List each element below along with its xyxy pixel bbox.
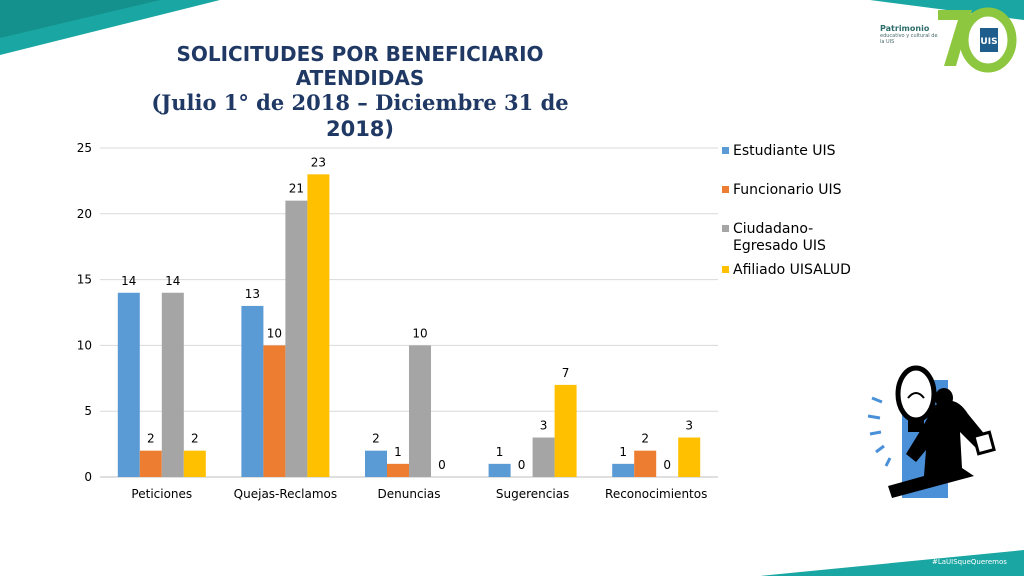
bar-sugerencias-1 xyxy=(488,463,511,477)
bar-peticiones-1 xyxy=(117,292,140,477)
bars xyxy=(117,174,701,477)
bar-reconocimientos-4 xyxy=(678,437,701,477)
legend-swatch xyxy=(722,266,729,273)
data-label: 14 xyxy=(165,274,180,288)
legend-label: Estudiante UIS xyxy=(733,143,836,159)
y-tick-label: 10 xyxy=(77,338,92,352)
chart-title-block: SOLICITUDES POR BENEFICIARIO ATENDIDAS (… xyxy=(150,42,570,142)
data-label: 3 xyxy=(540,419,548,433)
legend-label: Egresado UIS xyxy=(733,238,826,254)
y-tick-label: 25 xyxy=(77,141,92,155)
data-label: 0 xyxy=(518,458,526,472)
legend-swatch xyxy=(722,225,729,232)
data-label: 23 xyxy=(311,155,326,169)
x-tick-label: Peticiones xyxy=(131,487,192,501)
footer-decoration xyxy=(760,550,1024,576)
data-label: 21 xyxy=(289,182,304,196)
data-label: 1 xyxy=(394,445,402,459)
x-axis-ticks: Peticiones Quejas-Reclamos Denuncias Sugere… xyxy=(131,487,707,501)
data-label: 10 xyxy=(412,326,427,340)
legend-label: Ciudadano- xyxy=(733,221,813,237)
bar-sugerencias-3 xyxy=(532,437,555,477)
data-label: 7 xyxy=(562,366,570,380)
bar-peticiones-4 xyxy=(183,450,206,477)
chart-title: SOLICITUDES POR BENEFICIARIO ATENDIDAS xyxy=(176,42,544,90)
bar-peticiones-2 xyxy=(139,450,162,477)
y-tick-label: 5 xyxy=(84,404,92,418)
bar-quejas-reclamos-4 xyxy=(307,174,330,477)
uis-70-logo: UIS Patrimonio educativo y cultural de l… xyxy=(876,4,1022,74)
legend-swatch xyxy=(722,147,729,154)
svg-text:UIS: UIS xyxy=(980,37,997,47)
y-tick-label: 20 xyxy=(77,207,92,221)
data-label: 10 xyxy=(267,326,282,340)
bar-peticiones-3 xyxy=(161,292,184,477)
logo-sub: educativo y cultural de la UIS xyxy=(880,33,938,45)
bar-reconocimientos-1 xyxy=(612,463,635,477)
data-label: 2 xyxy=(641,432,649,446)
logo-word: Patrimonio xyxy=(880,24,930,33)
legend-swatch xyxy=(722,186,729,193)
bar-denuncias-1 xyxy=(365,450,387,477)
data-label: 14 xyxy=(121,274,136,288)
chart-subtitle-line1: (Julio 1° de 2018 – Diciembre 31 de xyxy=(151,90,569,115)
bar-denuncias-3 xyxy=(409,345,431,477)
data-label: 0 xyxy=(663,458,671,472)
x-tick-label: Quejas-Reclamos xyxy=(234,487,337,501)
lightbulb-man-icon xyxy=(867,365,996,498)
data-label: 2 xyxy=(147,432,155,446)
logo-graphic: UIS xyxy=(938,7,1017,73)
y-axis-ticks: 0 5 10 15 20 25 xyxy=(77,141,92,484)
bar-quejas-reclamos-2 xyxy=(263,345,286,477)
legend-label: Afiliado UISALUD xyxy=(733,262,851,278)
legend-label: Funcionario UIS xyxy=(733,182,842,198)
chart-subtitle-line2: 2018) xyxy=(325,117,395,141)
data-label: 1 xyxy=(619,445,627,459)
x-tick-label: Reconocimientos xyxy=(605,487,707,501)
x-tick-label: Denuncias xyxy=(378,487,441,501)
data-label: 13 xyxy=(245,287,260,301)
data-label: 3 xyxy=(685,419,693,433)
bar-sugerencias-4 xyxy=(554,384,577,477)
legend: Estudiante UIS Funcionario UIS Ciudadano-E… xyxy=(722,143,851,278)
y-tick-label: 15 xyxy=(77,273,92,287)
bar-denuncias-2 xyxy=(387,463,409,477)
data-label: 2 xyxy=(372,432,380,446)
y-tick-label: 0 xyxy=(84,470,92,484)
data-label: 1 xyxy=(496,445,504,459)
bar-quejas-reclamos-1 xyxy=(241,305,264,477)
bar-quejas-reclamos-3 xyxy=(285,200,308,477)
x-tick-label: Sugerencias xyxy=(496,487,569,501)
logo-text: Patrimonio educativo y cultural de la UI… xyxy=(880,24,940,45)
data-label: 0 xyxy=(438,458,446,472)
bar-reconocimientos-2 xyxy=(634,450,657,477)
data-label: 2 xyxy=(191,432,199,446)
hashtag-text: #LaUISqueQueremos xyxy=(932,558,1007,566)
